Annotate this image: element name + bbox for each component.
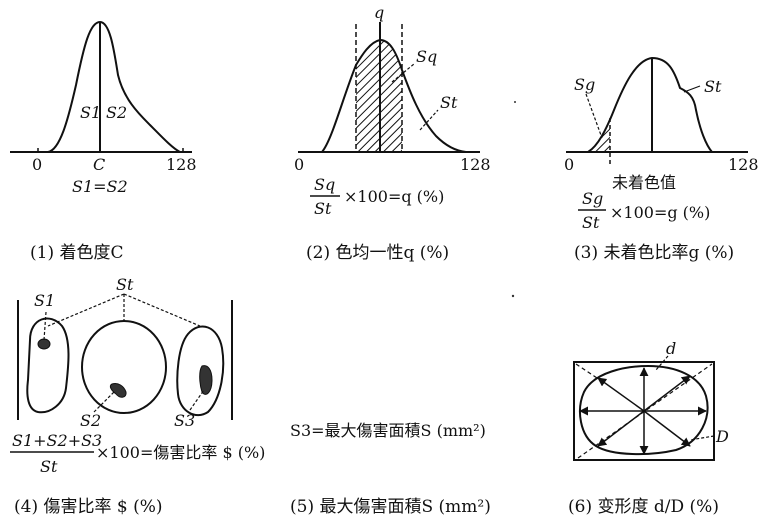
panel4-fruit-right (176, 325, 225, 417)
panel2-caption: (2) 色均一性q (%) (306, 243, 449, 263)
panel3-distribution-curve (587, 56, 713, 153)
panel1-equation: S1=S2 (72, 177, 128, 196)
panel-6-deformation: d D (6) 变形度 d/D (%) (568, 339, 729, 517)
panel1-axis-max: 128 (166, 155, 197, 174)
panel3-hatched-area (590, 118, 610, 152)
panel-4-damage-ratio: S1 St S2 S3 S1+S2+S3 St ×100=傷害比率 $ (%) … (10, 275, 265, 517)
panel1-axis-c: C (93, 155, 105, 174)
panel4-formula-tail: ×100=傷害比率 $ (%) (96, 443, 265, 462)
panel-5-max-damage-area: S3=最大傷害面積S (mm²) (5) 最大傷害面積S (mm²) (290, 421, 491, 517)
panel5-caption: (5) 最大傷害面積S (mm²) (290, 497, 491, 517)
panel3-formula-tail: ×100=g (%) (610, 203, 710, 222)
panel4-st-leader-left (47, 293, 125, 327)
panel4-st-leader-right (123, 293, 201, 327)
panel6-label-d: d (666, 339, 676, 358)
panel6-bounding-box (573, 361, 715, 461)
stray-dot (514, 101, 516, 103)
panel3-threshold-label: 未着色值 (612, 173, 676, 192)
panel-2-color-uniformity: q Sq St 0 128 Sq St ×100=q (%) (2) 色均一性q… (294, 3, 491, 263)
panel6-d-leader (655, 355, 669, 371)
panel6-D-leader (689, 435, 715, 441)
panel1-distribution-curve (47, 20, 181, 153)
panel2-formula-num: Sq (314, 175, 335, 194)
panel3-caption: (3) 未着色比率g (%) (574, 243, 734, 263)
panel-3-uncolored-ratio: Sg St 0 128 未着色值 Sg St ×100=g (%) (3) 未着… (564, 56, 759, 263)
panel2-distribution-curve (321, 38, 467, 153)
panel4-lesion-s1 (37, 338, 51, 350)
panel4-lesion-s2 (109, 383, 127, 398)
panel2-formula-tail: ×100=q (%) (344, 187, 444, 206)
panel4-s3-leader (189, 389, 205, 411)
panel1-label-s2: S2 (106, 103, 127, 122)
panel5-text: S3=最大傷害面積S (mm²) (290, 421, 486, 440)
panel2-formula-den: St (314, 199, 332, 218)
panel4-lesion-s3 (199, 365, 213, 395)
panel2-axis-min: 0 (294, 155, 304, 174)
panel2-peak-label: q (374, 3, 384, 22)
panel2-label-st: St (440, 93, 458, 112)
panel4-label-s1: S1 (34, 291, 55, 310)
panel3-axis-min: 0 (564, 155, 574, 174)
panel6-label-D: D (715, 427, 729, 446)
panel2-label-sq: Sq (416, 47, 437, 66)
panel4-label-s3: S3 (174, 411, 195, 430)
panel-1-coloration-degree: S1 S2 0 C 128 S1=S2 (1) 着色度C (10, 20, 197, 263)
panel3-formula-den: St (582, 213, 600, 232)
panel4-fruit-left (26, 317, 70, 414)
stray-dot (511, 294, 515, 298)
panel3-label-sg: Sg (574, 75, 595, 94)
panel4-caption: (4) 傷害比率 $ (%) (14, 497, 163, 517)
panel6-caption: (6) 变形度 d/D (%) (568, 497, 719, 517)
panel1-label-s1: S1 (80, 103, 101, 122)
panel4-fruit-center (81, 320, 167, 414)
panel2-st-leader (419, 109, 439, 131)
panel6-fruit-outline (579, 364, 709, 456)
panel4-formula-num: S1+S2+S3 (12, 431, 102, 450)
panel4-s1-leader (43, 311, 47, 341)
panel6-diagonal-dash-b (575, 363, 601, 381)
panel3-sg-leader (585, 93, 603, 139)
panel1-caption: (1) 着色度C (30, 243, 124, 263)
panel4-formula-den: St (40, 457, 58, 476)
panel1-axis-min: 0 (32, 155, 42, 174)
panel2-axis-max: 128 (460, 155, 491, 174)
panel3-label-st: St (704, 77, 722, 96)
panel3-axis-max: 128 (728, 155, 759, 174)
panel3-formula-num: Sg (582, 189, 603, 208)
panel4-label-st: St (116, 275, 134, 294)
panel4-label-s2: S2 (80, 411, 101, 430)
panel3-st-leader (683, 85, 701, 93)
panel6-diagonal-dash-a (577, 363, 713, 459)
